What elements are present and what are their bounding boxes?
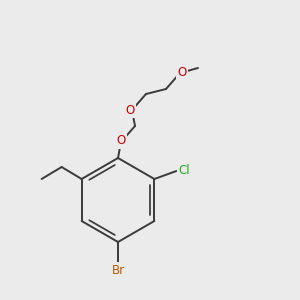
Text: Br: Br (111, 263, 124, 277)
Text: O: O (125, 103, 135, 116)
Text: Cl: Cl (178, 164, 190, 178)
Text: O: O (177, 65, 187, 79)
Text: O: O (116, 134, 126, 148)
